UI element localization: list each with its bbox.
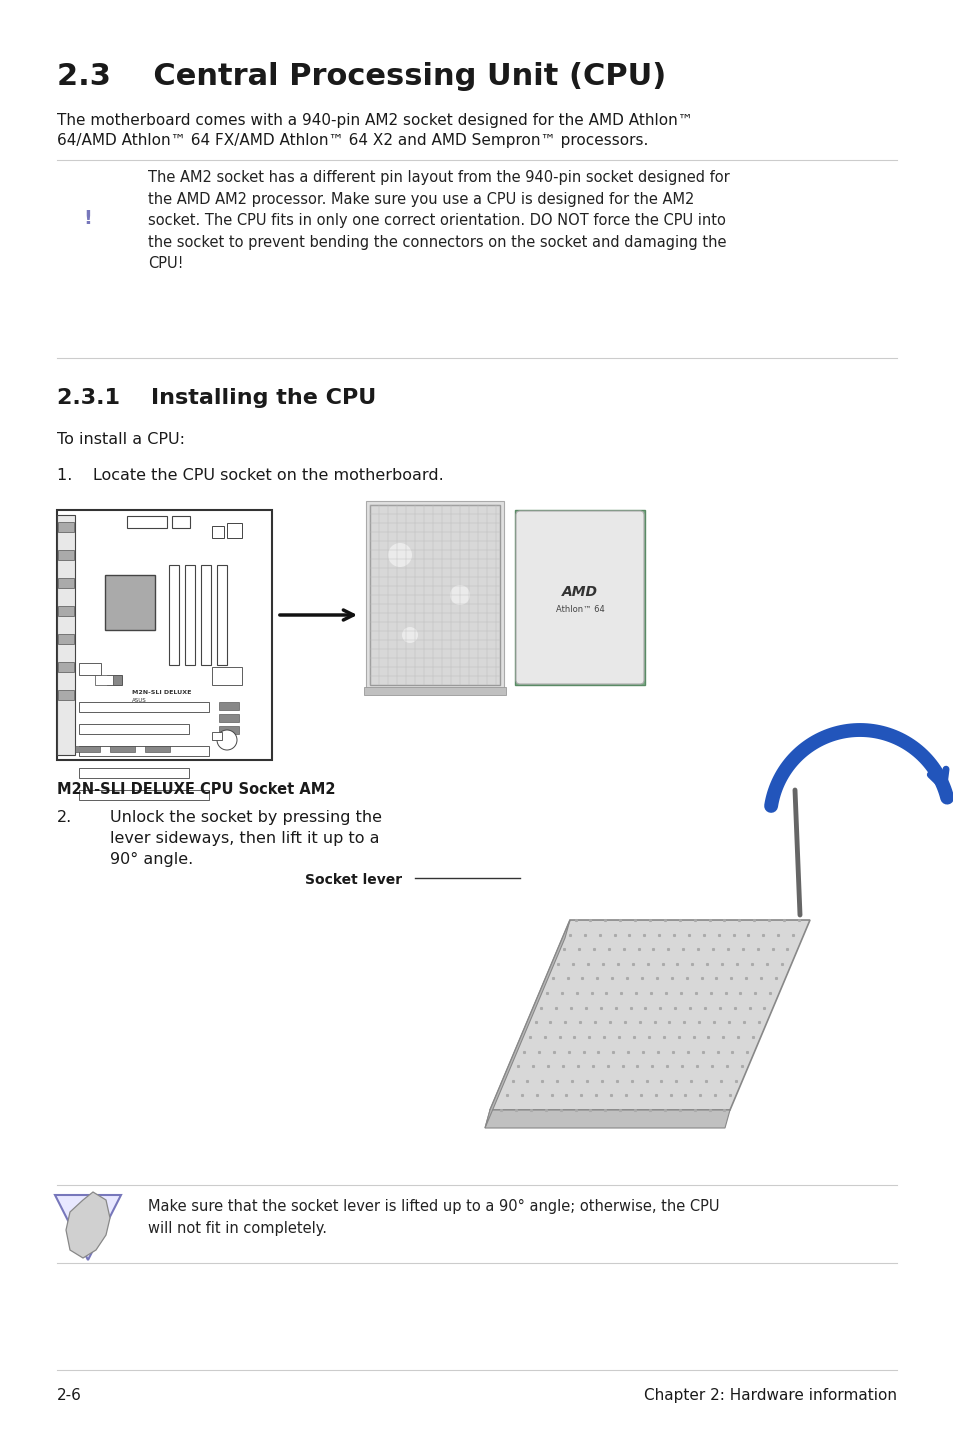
- Bar: [212, 732, 222, 741]
- Text: The AM2 socket has a different pin layout from the 940-pin socket designed for
t: The AM2 socket has a different pin layou…: [148, 170, 729, 272]
- Text: Socket lever: Socket lever: [305, 873, 402, 887]
- Bar: [219, 726, 239, 733]
- Bar: [370, 505, 499, 684]
- Bar: [212, 667, 242, 684]
- Bar: [227, 523, 242, 538]
- Bar: [79, 663, 101, 674]
- Bar: [58, 549, 74, 559]
- Bar: [79, 789, 209, 800]
- FancyBboxPatch shape: [516, 510, 643, 684]
- Circle shape: [401, 627, 417, 643]
- Bar: [57, 510, 272, 761]
- Circle shape: [216, 731, 236, 751]
- Bar: [57, 515, 75, 755]
- Bar: [105, 575, 154, 630]
- Text: 1.    Locate the CPU socket on the motherboard.: 1. Locate the CPU socket on the motherbo…: [57, 467, 443, 483]
- Text: !: !: [84, 209, 92, 227]
- Bar: [515, 510, 644, 684]
- Bar: [216, 565, 227, 664]
- Text: Unlock the socket by pressing the
lever sideways, then lift it up to a
90° angle: Unlock the socket by pressing the lever …: [110, 810, 381, 867]
- Bar: [364, 687, 505, 695]
- Bar: [219, 702, 239, 710]
- Circle shape: [388, 544, 412, 567]
- Text: To install a CPU:: To install a CPU:: [57, 431, 185, 447]
- Text: ASUS: ASUS: [132, 697, 147, 703]
- Polygon shape: [490, 920, 809, 1110]
- Text: M2N-SLI DELUXE CPU Socket AM2: M2N-SLI DELUXE CPU Socket AM2: [57, 782, 335, 797]
- Bar: [58, 605, 74, 615]
- Bar: [219, 715, 239, 722]
- Bar: [58, 634, 74, 644]
- Bar: [169, 565, 179, 664]
- Bar: [75, 746, 100, 752]
- Bar: [58, 578, 74, 588]
- Bar: [145, 746, 170, 752]
- Bar: [58, 661, 74, 672]
- Bar: [212, 526, 224, 538]
- Bar: [110, 746, 135, 752]
- Bar: [79, 702, 209, 712]
- Bar: [366, 500, 503, 689]
- Polygon shape: [484, 1110, 729, 1127]
- Bar: [58, 522, 74, 532]
- Bar: [185, 565, 194, 664]
- Text: 2.3.1    Installing the CPU: 2.3.1 Installing the CPU: [57, 388, 375, 408]
- Bar: [127, 516, 167, 528]
- Polygon shape: [55, 1195, 121, 1260]
- Polygon shape: [484, 920, 569, 1127]
- Text: M2N-SLI DELUXE: M2N-SLI DELUXE: [132, 690, 192, 695]
- Text: AMD: AMD: [561, 585, 598, 600]
- Text: Athlon™ 64: Athlon™ 64: [555, 605, 604, 614]
- Bar: [95, 674, 112, 684]
- Text: 64/AMD Athlon™ 64 FX/AMD Athlon™ 64 X2 and AMD Sempron™ processors.: 64/AMD Athlon™ 64 FX/AMD Athlon™ 64 X2 a…: [57, 132, 648, 148]
- Text: The motherboard comes with a 940-pin AM2 socket designed for the AMD Athlon™: The motherboard comes with a 940-pin AM2…: [57, 114, 692, 128]
- Bar: [79, 746, 209, 756]
- Text: 2.3    Central Processing Unit (CPU): 2.3 Central Processing Unit (CPU): [57, 62, 665, 91]
- Bar: [79, 723, 189, 733]
- Circle shape: [450, 585, 470, 605]
- Text: Make sure that the socket lever is lifted up to a 90° angle; otherwise, the CPU
: Make sure that the socket lever is lifte…: [148, 1199, 719, 1235]
- Bar: [58, 690, 74, 700]
- Text: 2.: 2.: [57, 810, 72, 825]
- Bar: [201, 565, 211, 664]
- Bar: [172, 516, 190, 528]
- Polygon shape: [66, 1192, 110, 1258]
- Bar: [107, 674, 122, 684]
- Text: Chapter 2: Hardware information: Chapter 2: Hardware information: [643, 1388, 896, 1403]
- Text: 2-6: 2-6: [57, 1388, 82, 1403]
- Bar: [79, 768, 189, 778]
